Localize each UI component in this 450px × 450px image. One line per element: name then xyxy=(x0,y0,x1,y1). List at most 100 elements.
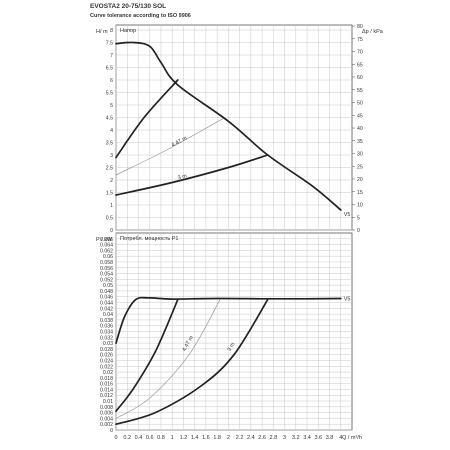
x-tick-label: 4 xyxy=(339,435,342,441)
y-tick-label: 0.01 xyxy=(103,399,113,405)
y-tick-label: 0.042 xyxy=(100,306,113,312)
y2-tick-label: 45 xyxy=(357,113,363,119)
x-tick-label: 2.8 xyxy=(270,435,278,441)
panel-label: Напор xyxy=(120,28,136,34)
y-tick-label: 2 xyxy=(110,178,113,184)
series-line-v5 xyxy=(115,296,342,344)
y-tick-label: 0.05 xyxy=(103,283,113,289)
y2-tick-label: 25 xyxy=(357,164,363,170)
y-tick-label: 7.5 xyxy=(106,41,113,47)
y-tick-label: 0.056 xyxy=(100,266,113,272)
y-tick-label: 5 xyxy=(110,103,113,109)
y2-tick-label: 5 xyxy=(357,215,360,221)
y-tick-label: 0.062 xyxy=(100,248,113,254)
y-tick-label: 0 xyxy=(110,428,113,434)
x-axis-label: Q / m³/h xyxy=(342,435,362,441)
y-tick-label: 0.054 xyxy=(100,272,113,278)
y2-tick-label: 50 xyxy=(357,101,363,107)
y2-tick-label: 80 xyxy=(357,24,363,30)
y-tick-label: 0.066 xyxy=(100,237,113,243)
series-label: 3 m xyxy=(227,341,237,352)
x-tick-label: 0.8 xyxy=(157,435,165,441)
y-tick-label: 0.028 xyxy=(100,347,113,353)
y2-tick-label: 10 xyxy=(357,203,363,209)
y-tick-label: 6 xyxy=(110,78,113,84)
x-tick-label: 3.8 xyxy=(326,435,334,441)
y2-tick-label: 75 xyxy=(357,37,363,43)
y-tick-label: 0.016 xyxy=(100,382,113,388)
y-axis-label: H/ m xyxy=(96,29,108,35)
y2-tick-label: 70 xyxy=(357,50,363,56)
x-tick-label: 1.6 xyxy=(202,435,210,441)
y-tick-label: 3.5 xyxy=(106,141,113,147)
x-tick-label: 2 xyxy=(227,435,230,441)
y2-tick-label: 15 xyxy=(357,190,363,196)
series-line-v5 xyxy=(115,41,342,211)
y2-tick-label: 60 xyxy=(357,75,363,81)
y-axis-label: P / kW xyxy=(96,237,113,243)
series-label: V5 xyxy=(344,212,351,218)
y2-tick-label: 40 xyxy=(357,126,363,132)
y-tick-label: 7 xyxy=(110,53,113,59)
y-tick-label: 0.032 xyxy=(100,335,113,341)
y-tick-label: 0.002 xyxy=(100,422,113,428)
x-tick-label: 3.4 xyxy=(303,435,311,441)
y-tick-label: 0.044 xyxy=(100,301,113,307)
series-line-4-47-m xyxy=(115,299,221,419)
y2-tick-label: 30 xyxy=(357,152,363,158)
series-line-unlabeled-1 xyxy=(115,298,179,413)
y-tick-label: 0.036 xyxy=(100,324,113,330)
x-tick-label: 1.4 xyxy=(191,435,199,441)
y-tick-label: 1 xyxy=(110,203,113,209)
plot-frame-0 xyxy=(115,24,353,231)
x-tick-label: 3.6 xyxy=(314,435,322,441)
series-line-unlabeled-1 xyxy=(115,79,179,159)
y2-tick-label: 20 xyxy=(357,177,363,183)
y-tick-label: 0.014 xyxy=(100,387,113,393)
y-tick-label: 1.5 xyxy=(106,191,113,197)
y-tick-label: 0.02 xyxy=(103,370,113,376)
y-tick-label: 0.022 xyxy=(100,364,113,370)
y-tick-label: 5.5 xyxy=(106,91,113,97)
y-tick-label: 0 xyxy=(110,228,113,234)
series-label: V5 xyxy=(344,296,351,302)
y-tick-label: 0.034 xyxy=(100,330,113,336)
x-tick-label: 0.2 xyxy=(123,435,131,441)
y2-tick-label: 65 xyxy=(357,62,363,68)
y2-tick-label: 0 xyxy=(357,228,360,234)
x-tick-label: 3.2 xyxy=(292,435,300,441)
chart-title: EVOSTA2 20-75/130 SOL xyxy=(90,3,167,10)
x-tick-label: 0.6 xyxy=(146,435,154,441)
x-tick-label: 2.2 xyxy=(236,435,244,441)
y-tick-label: 0.004 xyxy=(100,416,113,422)
x-tick-label: 1.2 xyxy=(180,435,188,441)
y-tick-label: 3 xyxy=(110,153,113,159)
chart-subtitle: Curve tolerance according to ISO 9906 xyxy=(90,13,191,19)
y-tick-label: 0.04 xyxy=(103,312,113,318)
y-tick-label: 0.012 xyxy=(100,393,113,399)
y-tick-label: 0.008 xyxy=(100,405,113,411)
x-tick-label: 2.6 xyxy=(258,435,266,441)
x-tick-label: 1 xyxy=(171,435,174,441)
y2-axis-label: Δp / kPa xyxy=(362,29,384,35)
y-tick-label: 0.026 xyxy=(100,353,113,359)
series-line-3-m xyxy=(115,154,269,196)
series-line-4-47-m xyxy=(115,118,224,176)
y-tick-label: 0.03 xyxy=(103,341,113,347)
x-tick-label: 0 xyxy=(114,435,117,441)
y-tick-label: 6.5 xyxy=(106,66,113,72)
series-line-3-m xyxy=(115,298,269,426)
y-tick-label: 0.5 xyxy=(106,216,113,222)
y-tick-label: 4 xyxy=(110,128,113,134)
y-tick-label: 0.048 xyxy=(100,289,113,295)
y2-tick-label: 55 xyxy=(357,88,363,94)
x-tick-label: 3 xyxy=(283,435,286,441)
y-tick-label: 0.018 xyxy=(100,376,113,382)
y-tick-label: 8 xyxy=(110,28,113,34)
y-tick-label: 0.058 xyxy=(100,260,113,266)
y-tick-label: 4.5 xyxy=(106,116,113,122)
y-tick-label: 0.024 xyxy=(100,358,113,364)
y2-tick-label: 35 xyxy=(357,139,363,145)
y-tick-label: 0.06 xyxy=(103,254,113,260)
y-tick-label: 0.064 xyxy=(100,243,113,249)
